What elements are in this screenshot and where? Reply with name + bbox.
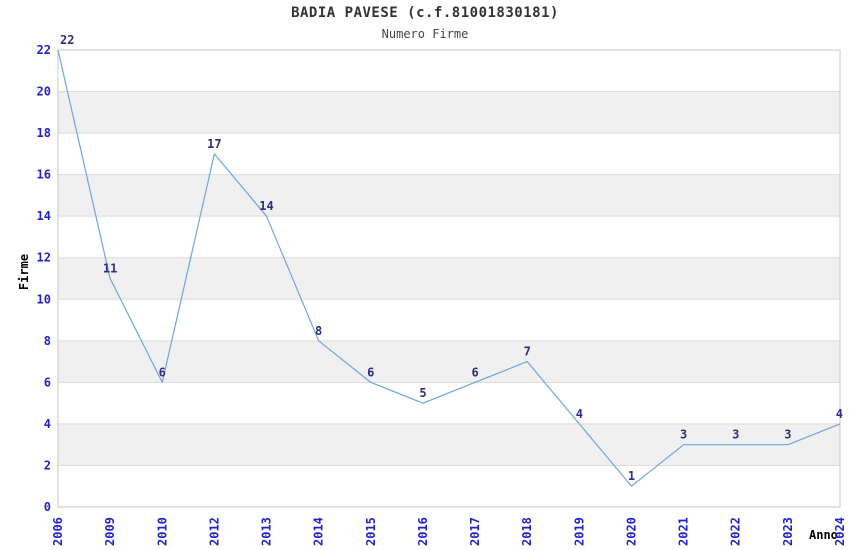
x-tick-label: 2018 <box>520 517 534 546</box>
x-tick-label: 2021 <box>677 517 691 546</box>
y-tick-label: 6 <box>44 375 51 389</box>
y-tick-label: 8 <box>44 334 51 348</box>
data-point-label: 3 <box>784 428 791 442</box>
data-point-label: 6 <box>367 365 374 379</box>
data-point-label: 5 <box>419 386 426 400</box>
x-tick-label: 2016 <box>416 517 430 546</box>
x-tick-label: 2006 <box>51 517 65 546</box>
plot-band-gray <box>58 340 840 383</box>
y-tick-label: 22 <box>37 43 51 57</box>
plot-band-gray <box>58 91 840 134</box>
data-point-label: 7 <box>524 345 531 359</box>
data-point-label: 8 <box>315 324 322 338</box>
x-tick-label: 2019 <box>572 517 586 546</box>
plot-band-gray <box>58 174 840 217</box>
data-point-label: 4 <box>576 407 583 421</box>
plot-band-white <box>58 50 840 92</box>
chart-subtitle: Numero Firme <box>381 27 469 41</box>
y-tick-label: 10 <box>37 292 51 306</box>
data-point-label: 3 <box>732 428 739 442</box>
data-point-label: 6 <box>159 365 166 379</box>
plot-band-gray <box>58 257 840 300</box>
x-tick-label: 2012 <box>207 517 221 546</box>
x-tick-label: 2024 <box>833 517 847 546</box>
plot-frame <box>57 49 841 508</box>
y-tick-label: 4 <box>44 417 51 431</box>
data-point-label: 3 <box>680 428 687 442</box>
x-tick-label: 2009 <box>103 517 117 546</box>
y-tick-label: 18 <box>37 126 51 140</box>
y-tick-label: 12 <box>37 251 51 265</box>
plot-band-white <box>58 299 840 341</box>
data-point-label: 6 <box>471 365 478 379</box>
x-tick-label: 2015 <box>364 517 378 546</box>
x-tick-label: 2022 <box>729 517 743 546</box>
plot-band-white <box>58 216 840 258</box>
data-point-label: 4 <box>836 407 843 421</box>
x-axis-title: Anno <box>809 528 838 542</box>
y-tick-label: 16 <box>37 168 51 182</box>
data-line <box>57 49 841 487</box>
data-point-label: 1 <box>628 469 635 483</box>
plot-band-white <box>58 465 840 507</box>
x-tick-label: 2010 <box>155 517 169 546</box>
data-point-label: 22 <box>60 33 74 47</box>
y-tick-label: 0 <box>44 500 51 514</box>
data-point-label: 14 <box>259 199 273 213</box>
y-tick-label: 20 <box>37 85 51 99</box>
x-tick-label: 2013 <box>260 517 274 546</box>
data-point-label: 11 <box>103 262 117 276</box>
x-tick-label: 2023 <box>781 517 795 546</box>
plot-band-white <box>58 382 840 424</box>
x-tick-label: 2017 <box>468 517 482 546</box>
x-tick-label: 2014 <box>312 517 326 546</box>
data-point-label: 17 <box>207 137 221 151</box>
x-tick-label: 2020 <box>624 517 638 546</box>
y-tick-label: 2 <box>44 458 51 472</box>
chart-title: BADIA PAVESE (c.f.81001830181) <box>291 5 559 21</box>
plot-band-white <box>58 133 840 175</box>
y-tick-label: 14 <box>37 209 51 223</box>
